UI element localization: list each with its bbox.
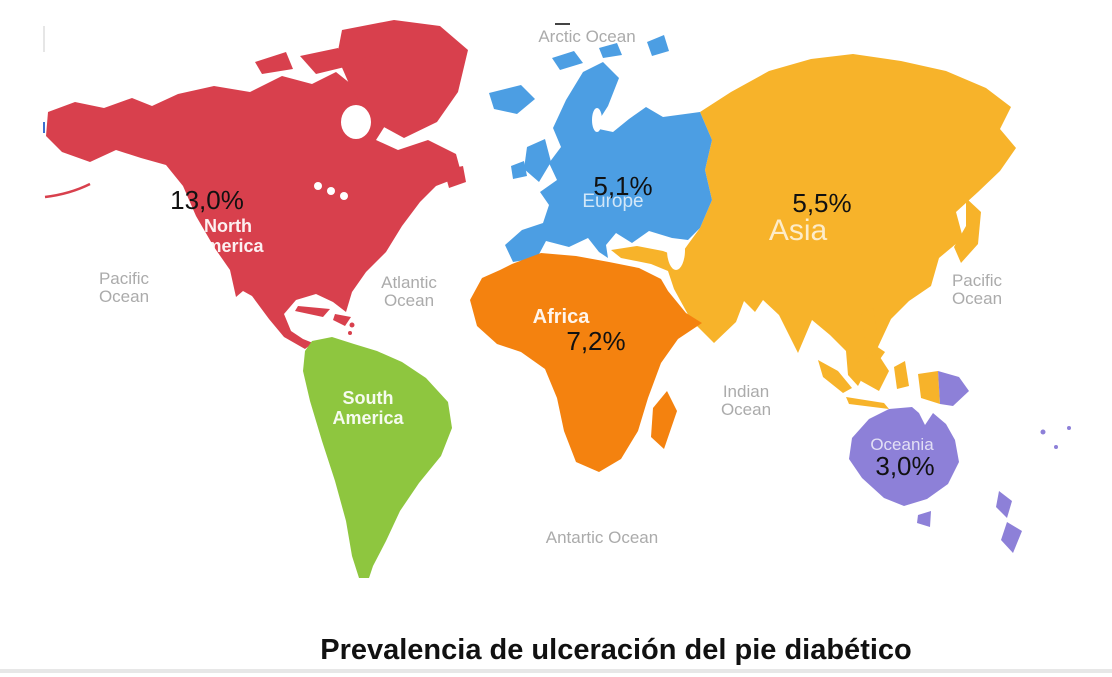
- africa-value: 7,2%: [566, 326, 625, 356]
- sakhalin-island: [950, 166, 964, 201]
- baltic-sea: [592, 108, 602, 132]
- atlantic-ocean-label-line2: Ocean: [384, 291, 434, 310]
- aleutian-chain: [44, 182, 91, 199]
- north-america-label-line2: America: [192, 236, 264, 256]
- iceland-island: [489, 85, 535, 114]
- region-oceania: [849, 371, 1071, 553]
- hudson-bay: [341, 105, 371, 139]
- pacific-ocean-west-label-line2: Ocean: [99, 287, 149, 306]
- asia-mainland: [611, 54, 1016, 386]
- asia-value: 5,5%: [792, 188, 851, 218]
- new-zealand-north-island: [996, 491, 1012, 518]
- svalbard-island: [552, 51, 583, 70]
- new-guinea-west: [918, 371, 940, 404]
- region-asia: [611, 54, 1016, 409]
- sulawesi-island: [894, 361, 909, 389]
- africa-mainland: [470, 253, 702, 472]
- antilles-island: [349, 322, 355, 328]
- great-lake: [314, 182, 322, 190]
- europe-mainland: [505, 62, 712, 262]
- pacific-ocean-east-label-line1: Pacific: [952, 271, 1003, 290]
- antilles-island: [348, 331, 352, 335]
- arctic-island: [300, 48, 349, 74]
- great-lake: [340, 192, 348, 200]
- europe-label: Europe: [582, 191, 643, 212]
- asia-label: Asia: [769, 214, 828, 247]
- south-america-label-line2: America: [332, 408, 404, 428]
- tasmania-island: [917, 511, 931, 527]
- europe-value: 5,1%: [593, 171, 652, 201]
- north-america-mainland: [46, 72, 462, 349]
- pacific-island: [1040, 429, 1046, 435]
- atlantic-ocean-label-line1: Atlantic: [381, 273, 437, 292]
- cuba-island: [295, 306, 330, 317]
- new-guinea-east: [938, 371, 969, 406]
- australia-mainland: [849, 407, 959, 506]
- japan-islands: [954, 198, 981, 263]
- pacific-ocean-east-label-line2: Ocean: [952, 289, 1002, 308]
- pacific-island: [1067, 426, 1071, 430]
- pacific-ocean-west-label-line1: Pacific: [99, 269, 150, 288]
- borneo-island: [857, 354, 889, 391]
- map-title: Prevalencia de ulceración del pie diabét…: [320, 634, 912, 666]
- artifact-bottom-bar: [0, 669, 1112, 673]
- great-lake: [327, 187, 335, 195]
- antartic-ocean-label: Antartic Ocean: [546, 528, 658, 547]
- caspian-sea: [667, 230, 685, 270]
- arctic-island: [362, 54, 391, 75]
- indian-ocean-label-line1: Indian: [723, 382, 769, 401]
- region-europe: [489, 35, 712, 262]
- hispaniola-island: [333, 314, 351, 326]
- south-america-label-line1: South: [343, 388, 394, 408]
- arctic-island: [255, 52, 293, 74]
- java-island: [846, 397, 889, 409]
- region-africa: [470, 253, 702, 472]
- region-north-america: [44, 20, 468, 349]
- philippines-island: [861, 308, 877, 343]
- south-america-mainland: [303, 337, 452, 578]
- ireland-island: [511, 161, 527, 179]
- arctic-island-blue: [599, 43, 622, 58]
- north-america-value: 13,0%: [170, 185, 244, 215]
- arctic-ocean-label: Arctic Ocean: [538, 27, 635, 46]
- great-britain-island: [524, 139, 551, 182]
- madagascar-island: [651, 391, 677, 449]
- region-south-america: [303, 337, 452, 578]
- novaya-zemlya-island: [647, 35, 669, 56]
- new-zealand-south-island: [1001, 522, 1022, 553]
- oceania-label: Oceania: [870, 435, 934, 454]
- newfoundland-island: [444, 166, 466, 188]
- greenland: [337, 20, 468, 138]
- indian-ocean-label-line2: Ocean: [721, 400, 771, 419]
- pacific-island: [1054, 445, 1058, 449]
- north-america-label-line1: North: [204, 216, 252, 236]
- oceania-value: 3,0%: [875, 451, 934, 481]
- africa-label: Africa: [533, 306, 591, 328]
- sumatra-island: [818, 360, 852, 393]
